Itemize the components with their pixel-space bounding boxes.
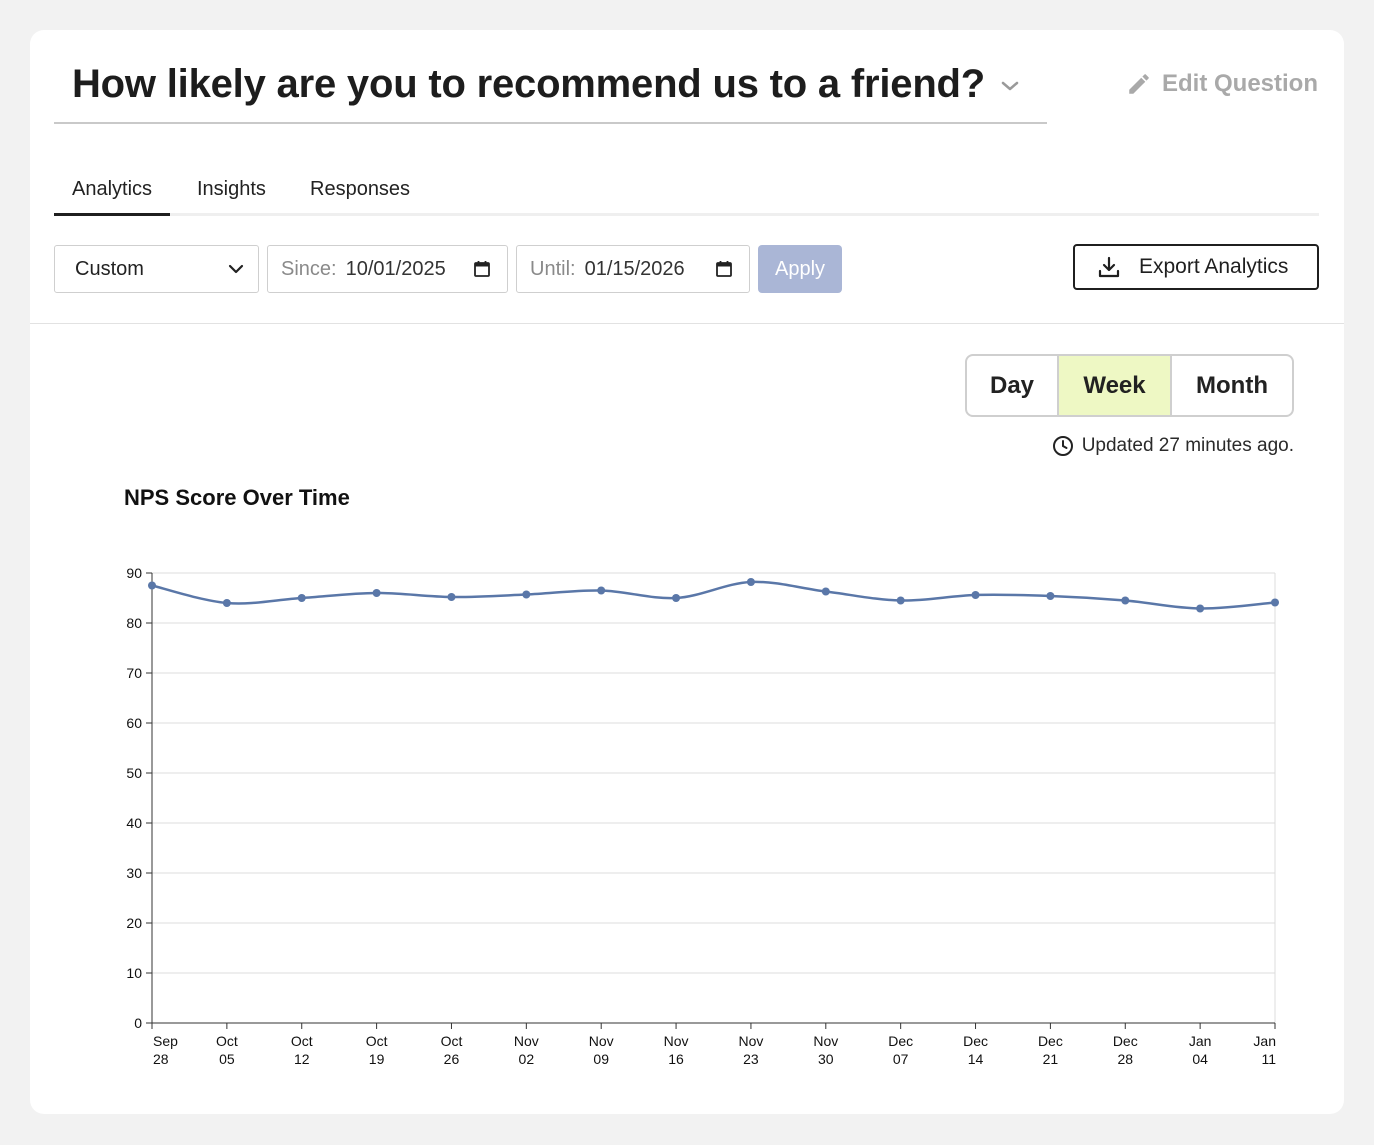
y-tick-label: 40 — [126, 815, 142, 831]
data-point — [971, 591, 980, 599]
chart-title: NPS Score Over Time — [124, 485, 350, 510]
since-date-input[interactable]: Since: 10/01/2025 — [267, 245, 508, 293]
tab-insights[interactable]: Insights — [197, 178, 266, 200]
x-tick-label: 12 — [294, 1051, 310, 1067]
data-point — [148, 581, 156, 590]
calendar-icon[interactable] — [473, 260, 491, 278]
x-tick-label: 21 — [1043, 1051, 1059, 1067]
x-tick-label: Dec — [888, 1033, 913, 1049]
x-tick-label: 28 — [153, 1051, 169, 1067]
data-point — [222, 599, 231, 607]
apply-button[interactable]: Apply — [758, 245, 842, 293]
calendar-icon[interactable] — [715, 260, 733, 278]
data-point — [821, 587, 830, 596]
granularity-day-button[interactable]: Day — [967, 356, 1059, 415]
data-point — [896, 596, 905, 605]
x-tick-label: Oct — [291, 1033, 313, 1049]
x-tick-label: Sep — [153, 1033, 178, 1049]
x-tick-label: 30 — [818, 1051, 834, 1067]
x-tick-label: 26 — [444, 1051, 460, 1067]
x-tick-label: 04 — [1192, 1051, 1208, 1067]
y-tick-label: 20 — [126, 915, 142, 931]
x-tick-label: Dec — [1038, 1033, 1063, 1049]
data-point — [447, 593, 456, 601]
y-tick-label: 50 — [126, 765, 142, 781]
data-point — [522, 590, 531, 599]
download-icon — [1098, 256, 1120, 278]
x-tick-label: 09 — [593, 1051, 609, 1067]
y-tick-label: 90 — [126, 565, 142, 581]
analytics-card: How likely are you to recommend us to a … — [30, 30, 1344, 1114]
x-tick-label: Oct — [366, 1033, 388, 1049]
tab-bar: Analytics Insights Responses — [53, 170, 1319, 216]
granularity-month-button[interactable]: Month — [1196, 371, 1268, 399]
x-tick-label: Oct — [441, 1033, 463, 1049]
since-value: 10/01/2025 — [345, 257, 446, 280]
until-value: 01/15/2026 — [584, 257, 685, 280]
chevron-down-icon[interactable] — [998, 74, 1022, 98]
x-tick-label: 11 — [1261, 1051, 1276, 1067]
y-tick-label: 0 — [134, 1015, 142, 1031]
x-tick-label: Jan — [1253, 1033, 1276, 1049]
tab-analytics[interactable]: Analytics — [53, 178, 171, 216]
export-analytics-button[interactable]: Export Analytics — [1073, 244, 1319, 290]
x-tick-label: Oct — [216, 1033, 238, 1049]
pencil-icon — [1129, 74, 1149, 94]
data-point — [597, 586, 606, 595]
section-divider — [30, 323, 1344, 324]
last-updated-text: Updated 27 minutes ago. — [1081, 435, 1294, 456]
data-point — [372, 589, 381, 597]
x-tick-label: 07 — [893, 1051, 909, 1067]
clock-icon — [1052, 436, 1073, 456]
x-tick-label: 23 — [743, 1051, 759, 1067]
edit-question-label: Edit Question — [1162, 70, 1318, 97]
y-tick-label: 80 — [126, 615, 142, 631]
date-range-select[interactable]: Custom — [54, 245, 259, 293]
data-point — [672, 594, 681, 602]
tab-responses[interactable]: Responses — [310, 178, 411, 200]
x-tick-label: Nov — [589, 1033, 614, 1049]
y-tick-label: 10 — [126, 965, 142, 981]
x-tick-label: 14 — [968, 1051, 984, 1067]
data-point — [1271, 598, 1279, 607]
until-label: Until: — [530, 257, 576, 280]
until-date-input[interactable]: Until: 01/15/2026 — [516, 245, 750, 293]
x-tick-label: 02 — [519, 1051, 535, 1067]
y-tick-label: 70 — [126, 665, 142, 681]
x-tick-label: 05 — [219, 1051, 235, 1067]
data-point — [1046, 592, 1055, 600]
data-point — [297, 594, 306, 602]
x-tick-label: Nov — [664, 1033, 689, 1049]
x-tick-label: 19 — [369, 1051, 385, 1067]
since-label: Since: — [281, 257, 337, 280]
x-tick-label: Dec — [1113, 1033, 1138, 1049]
series-line — [151, 580, 1276, 610]
granularity-week-button[interactable]: Week — [1059, 356, 1172, 415]
granularity-toggle: Day Week Month — [965, 354, 1294, 417]
x-tick-label: Nov — [813, 1033, 838, 1049]
x-tick-label: Dec — [963, 1033, 988, 1049]
y-tick-label: 30 — [126, 865, 142, 881]
x-tick-label: Nov — [514, 1033, 539, 1049]
question-title: How likely are you to recommend us to a … — [72, 62, 986, 106]
chevron-down-icon — [228, 264, 244, 274]
question-selector[interactable]: How likely are you to recommend us to a … — [54, 58, 1047, 124]
export-analytics-label: Export Analytics — [1139, 255, 1289, 278]
x-tick-label: Nov — [738, 1033, 763, 1049]
y-tick-label: 60 — [126, 715, 142, 731]
date-range-value: Custom — [75, 257, 144, 280]
data-point — [746, 578, 755, 586]
x-tick-label: Jan — [1189, 1033, 1212, 1049]
nps-line-chart: 0 10 20 30 40 50 60 70 80 90 Sep 28 Oct 05 Oct 12 Oct 19 O… — [126, 565, 1279, 1067]
last-updated: Updated 27 minutes ago. — [1052, 435, 1294, 457]
x-tick-label: 28 — [1117, 1051, 1133, 1067]
x-tick-label: 16 — [668, 1051, 684, 1067]
edit-question-button[interactable]: Edit Question — [1126, 70, 1318, 98]
data-point — [1121, 596, 1130, 605]
data-point — [1196, 604, 1205, 613]
